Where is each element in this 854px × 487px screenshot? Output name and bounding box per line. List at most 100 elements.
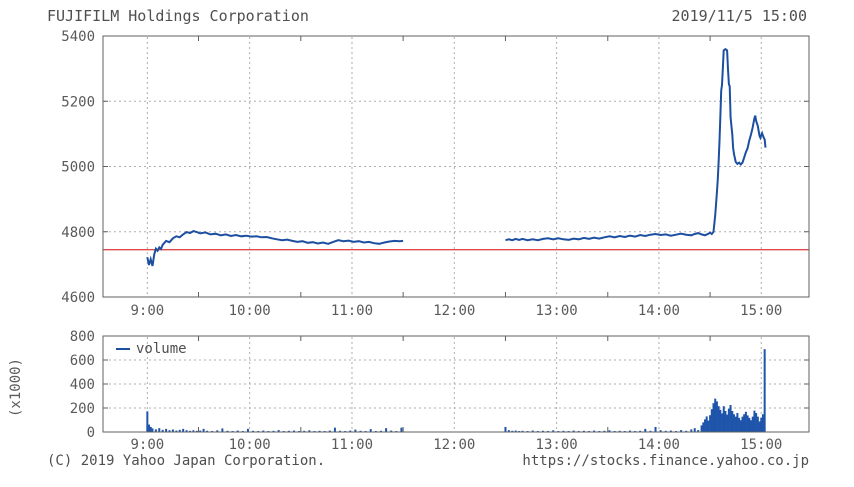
volume-bar bbox=[746, 415, 749, 432]
price-y-tick-label: 5000 bbox=[61, 160, 95, 176]
volume-bar bbox=[717, 406, 720, 432]
volume-bar bbox=[354, 429, 357, 432]
price-x-tick-label: 10:00 bbox=[229, 303, 271, 319]
volume-bar bbox=[618, 430, 621, 432]
volume-bar bbox=[680, 430, 683, 432]
volume-bar bbox=[339, 430, 342, 432]
volume-bar bbox=[731, 411, 734, 432]
volume-bar bbox=[206, 430, 209, 432]
volume-bar bbox=[236, 430, 239, 432]
volume-bar bbox=[763, 349, 766, 432]
volume-bar bbox=[195, 430, 198, 432]
volume-bar bbox=[729, 405, 732, 432]
volume-bar bbox=[758, 421, 761, 432]
volume-bar bbox=[761, 414, 764, 432]
price-plot-border bbox=[102, 35, 810, 298]
volume-bar bbox=[719, 409, 722, 432]
volume-x-tick-label: 11:00 bbox=[331, 437, 373, 453]
volume-bar bbox=[161, 429, 164, 432]
volume-bar bbox=[628, 430, 631, 432]
volume-bar bbox=[369, 429, 372, 432]
volume-y-tick-label: 400 bbox=[70, 377, 95, 393]
volume-bar bbox=[721, 413, 724, 432]
volume-bar bbox=[593, 430, 596, 432]
volume-bar bbox=[724, 411, 727, 432]
volume-bar bbox=[188, 430, 191, 432]
volume-bar bbox=[272, 430, 275, 432]
price-line bbox=[146, 230, 404, 267]
volume-bar bbox=[751, 416, 754, 432]
volume-bar bbox=[552, 430, 555, 432]
volume-axis-unit-label: (x1000) bbox=[8, 358, 24, 418]
volume-x-tick-label: 14:00 bbox=[638, 437, 680, 453]
volume-bar bbox=[572, 430, 575, 432]
volume-bar bbox=[303, 430, 306, 432]
volume-x-tick-label: 15:00 bbox=[740, 437, 782, 453]
volume-bar bbox=[158, 428, 161, 432]
volume-bar bbox=[649, 430, 652, 432]
volume-bar bbox=[755, 413, 758, 432]
volume-bar bbox=[734, 416, 737, 432]
volume-y-tick-label: 800 bbox=[70, 329, 95, 345]
volume-bar bbox=[707, 420, 710, 432]
price-y-tick-label: 4800 bbox=[61, 225, 95, 241]
volume-legend-line-icon bbox=[116, 348, 130, 350]
volume-bar bbox=[178, 429, 181, 432]
price-y-tick-label: 5400 bbox=[61, 29, 95, 45]
volume-bar bbox=[262, 430, 265, 432]
volume-bar bbox=[308, 430, 311, 432]
volume-bar bbox=[216, 430, 219, 432]
volume-bar bbox=[664, 430, 667, 432]
volume-bar bbox=[714, 398, 717, 432]
volume-bar bbox=[192, 430, 195, 432]
volume-bar bbox=[149, 426, 152, 432]
chart-datetime: 2019/11/5 15:00 bbox=[671, 7, 807, 25]
source-url-text[interactable]: https://stocks.finance.yahoo.co.jp bbox=[522, 453, 809, 469]
volume-bar bbox=[693, 428, 696, 432]
volume-bar bbox=[328, 430, 331, 432]
volume-bar bbox=[702, 422, 705, 432]
volume-bar bbox=[644, 428, 647, 432]
volume-bar bbox=[151, 428, 154, 432]
volume-bar bbox=[743, 414, 746, 432]
volume-bar bbox=[669, 430, 672, 432]
volume-x-tick-label: 12:00 bbox=[433, 437, 475, 453]
volume-bar bbox=[705, 416, 708, 432]
volume-legend: volume bbox=[116, 341, 187, 357]
volume-bar bbox=[685, 430, 688, 432]
volume-bar bbox=[744, 411, 747, 432]
volume-y-tick-label: 0 bbox=[87, 425, 95, 441]
volume-bar bbox=[507, 430, 510, 432]
volume-bar bbox=[511, 430, 514, 432]
volume-y-tick-label: 200 bbox=[70, 401, 95, 417]
volume-bar bbox=[277, 430, 280, 432]
volume-bar bbox=[385, 428, 388, 432]
price-x-tick-label: 14:00 bbox=[638, 303, 680, 319]
volume-bar bbox=[756, 416, 759, 432]
volume-bar bbox=[379, 430, 382, 432]
volume-bar bbox=[246, 428, 249, 432]
price-y-tick-label: 5200 bbox=[61, 94, 95, 110]
volume-bar bbox=[582, 430, 585, 432]
volume-bar bbox=[182, 428, 185, 432]
volume-bar bbox=[603, 430, 606, 432]
volume-bar bbox=[175, 430, 178, 432]
volume-bar bbox=[504, 426, 507, 432]
volume-bar bbox=[739, 420, 742, 432]
volume-bar bbox=[221, 428, 224, 432]
volume-bar bbox=[639, 430, 642, 432]
volume-bar bbox=[715, 401, 718, 432]
volume-bar bbox=[359, 430, 362, 432]
volume-bar bbox=[185, 430, 188, 432]
volume-bar bbox=[199, 430, 202, 432]
volume-bar bbox=[709, 415, 712, 432]
volume-legend-label: volume bbox=[136, 341, 187, 357]
volume-bar bbox=[738, 417, 741, 432]
copyright-text: (C) 2019 Yahoo Japan Corporation. bbox=[47, 453, 326, 469]
volume-bar bbox=[333, 427, 336, 432]
volume-bar bbox=[659, 430, 662, 432]
volume-bar bbox=[654, 426, 657, 432]
price-x-tick-label: 12:00 bbox=[433, 303, 475, 319]
volume-bar bbox=[287, 430, 290, 432]
